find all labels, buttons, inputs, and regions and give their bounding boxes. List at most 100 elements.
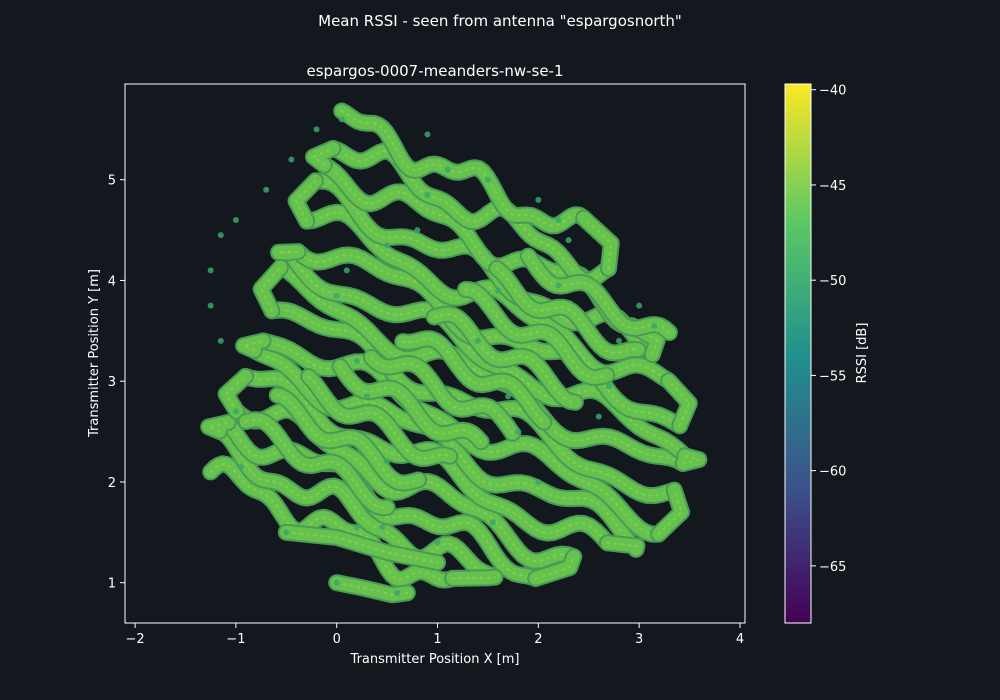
y-tick-label: 2 [108,476,116,491]
rssi-point [384,242,391,249]
points-layer [207,116,658,596]
trajectory-path [202,416,235,438]
y-tick-label: 1 [108,577,116,592]
trajectory-texture [527,255,671,334]
trajectory-texture [209,462,454,582]
x-axis-label: Transmitter Position X [m] [350,652,520,667]
rssi-point [444,166,451,173]
trajectory-texture [495,267,639,355]
rssi-point [207,267,214,274]
rssi-point [384,458,391,465]
trajectory-texture [534,555,575,580]
plot-title: espargos-0007-meanders-nw-se-1 [306,62,563,80]
trajectory-texture [218,430,496,579]
x-tick-label: 1 [433,632,441,647]
trajectory-texture [307,375,451,460]
rssi-point [333,292,340,299]
colorbar-tick-label: −40 [819,84,846,99]
rssi-point [313,126,320,133]
trajectory-texture [245,418,389,509]
rssi-point [394,589,401,596]
trajectory-texture [224,375,247,413]
trajectory-texture [294,179,317,223]
rssi-point [333,579,340,586]
rssi-point [353,358,360,365]
figure-suptitle: Mean RSSI - seen from antenna "espargosn… [318,12,682,30]
y-tick-label: 5 [108,174,116,189]
trajectory-texture [314,179,654,356]
rssi-point [263,186,270,193]
rssi-point [605,383,612,390]
rssi-point [636,302,643,309]
colorbar-bar [784,83,812,624]
trajectory-texture [667,379,691,427]
rssi-point [474,337,481,344]
plot-frame [124,83,746,624]
colorbar: −40 −45 −50 −55 −60 −65 RSSI [dB] [784,83,870,624]
rssi-point [555,217,562,224]
rssi-point [424,191,431,198]
rssi-point [651,322,658,329]
trajectory-path [577,211,618,276]
trajectory-texture [451,576,496,580]
rssi-point [232,408,239,415]
x-tick-label: 2 [534,632,542,647]
rssi-point [535,196,542,203]
x-tick-label: 3 [635,632,643,647]
trajectory-texture [464,288,608,379]
trajectory-texture [606,541,639,551]
trajectory-texture [339,365,483,443]
x-tick-label: 0 [333,632,341,647]
x-tick-label: −1 [226,632,245,647]
trajectory-texture [278,250,300,254]
trajectory-path [307,142,340,172]
colorbar-tick-label: −55 [819,369,846,384]
rssi-point [565,237,572,244]
trajectory-texture [285,531,439,564]
colorbar-tick-label: −65 [819,560,846,575]
rssi-point [217,232,224,239]
rssi-point [379,524,386,531]
colorbar-tick-label: −60 [819,465,846,480]
rssi-point [595,413,602,420]
trajectory-texture [253,349,637,551]
trajectory-texture [288,252,686,457]
trajectory-path [652,483,688,541]
x-axis: −2 −1 0 1 2 3 4 [125,623,744,647]
trajectory-texture [276,394,420,485]
rssi-point [207,302,214,309]
x-tick-label: 4 [736,632,744,647]
trajectory-texture [682,454,700,465]
y-axis-label: Transmitter Position Y [m] [87,269,102,438]
trajectory-path [237,334,270,357]
trajectory-texture [297,250,681,427]
trajectory-texture [311,147,334,167]
x-tick-label: −2 [125,632,144,647]
rssi-point [338,116,345,123]
rssi-point [424,131,431,138]
rssi-point [232,217,239,224]
colorbar-tick-label: −45 [819,179,846,194]
rssi-point [283,529,290,536]
rssi-point [484,176,491,183]
colorbar-label: RSSI [dB] [855,323,870,384]
trajectory-texture [340,110,585,227]
plot-area: −2 −1 0 1 2 3 4 1 2 3 4 5 [108,83,746,647]
rssi-point [615,337,622,344]
rssi-point [217,337,224,344]
rssi-point [237,463,244,470]
trajectory-texture [370,356,514,435]
y-axis: 1 2 3 4 5 [108,174,125,592]
trajectory-texture [259,266,282,312]
rssi-point [288,156,295,163]
trajectory-texture [332,147,610,282]
rssi-point [414,227,421,234]
trajectory-texture [401,337,545,424]
rssi-point [515,428,522,435]
y-tick-label: 3 [108,375,116,390]
rssi-point [434,539,441,546]
trajectory-texture [582,217,613,270]
trajectory-texture [433,313,577,404]
rssi-point [535,478,542,485]
